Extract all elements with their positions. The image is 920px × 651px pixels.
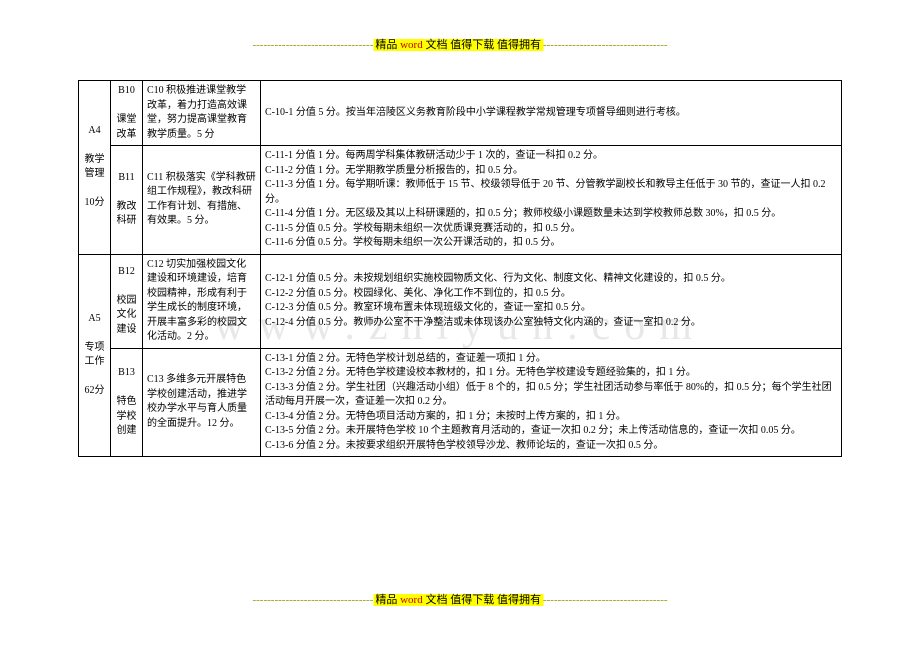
cell-category-b: B13特色学校创建 <box>111 348 143 457</box>
cell-category-a: A4教学管理10分 <box>79 81 111 255</box>
cell-indicator-c: C10 积极推进课堂教学改革，着力打造高效课堂，努力提高课堂教育教学质量。5 分 <box>143 81 261 146</box>
main-table-container: A4教学管理10分B10课堂改革C10 积极推进课堂教学改革，着力打造高效课堂，… <box>78 80 842 457</box>
cell-detail-d: C-11-1 分值 1 分。每两周学科集体教研活动少于 1 次的，查证一科扣 0… <box>261 146 842 255</box>
header-banner: ---------------------------------精品 word… <box>252 36 667 52</box>
table-row: A5专项工作62分B12校园文化建设C12 切实加强校园文化建设和环境建设，培育… <box>79 254 842 348</box>
cell-indicator-c: C11 积极落实《学科教研组工作规程》，教改科研工作有计划、有措施、有效果。5 … <box>143 146 261 255</box>
header-dash-left: --------------------------------- <box>252 39 373 51</box>
header-text: 精品 word 文档 值得下载 值得拥有 <box>373 39 543 51</box>
footer-dash-right: ---------------------------------- <box>543 594 668 606</box>
cell-category-b: B10课堂改革 <box>111 81 143 146</box>
cell-indicator-c: C12 切实加强校园文化建设和环境建设，培育校园精神，形成有利于学生成长的制度环… <box>143 254 261 348</box>
cell-category-b: B12校园文化建设 <box>111 254 143 348</box>
footer-text: 精品 word 文档 值得下载 值得拥有 <box>373 594 543 606</box>
table-row: A4教学管理10分B10课堂改革C10 积极推进课堂教学改革，着力打造高效课堂，… <box>79 81 842 146</box>
cell-detail-d: C-10-1 分值 5 分。按当年涪陵区义务教育阶段中小学课程教学常规管理专项督… <box>261 81 842 146</box>
cell-indicator-c: C13 多维多元开展特色学校创建活动，推进学校办学水平与育人质量的全面提升。12… <box>143 348 261 457</box>
cell-category-b: B11教改科研 <box>111 146 143 255</box>
footer-banner: ---------------------------------精品 word… <box>252 591 667 607</box>
cell-detail-d: C-13-1 分值 2 分。无特色学校计划总结的，查证差一项扣 1 分。C-13… <box>261 348 842 457</box>
header-dash-right: ---------------------------------- <box>543 39 668 51</box>
evaluation-table: A4教学管理10分B10课堂改革C10 积极推进课堂教学改革，着力打造高效课堂，… <box>78 80 842 457</box>
table-row: B11教改科研C11 积极落实《学科教研组工作规程》，教改科研工作有计划、有措施… <box>79 146 842 255</box>
cell-category-a: A5专项工作62分 <box>79 254 111 457</box>
table-row: B13特色学校创建C13 多维多元开展特色学校创建活动，推进学校办学水平与育人质… <box>79 348 842 457</box>
footer-dash-left: --------------------------------- <box>252 594 373 606</box>
cell-detail-d: C-12-1 分值 0.5 分。未按规划组织实施校园物质文化、行为文化、制度文化… <box>261 254 842 348</box>
